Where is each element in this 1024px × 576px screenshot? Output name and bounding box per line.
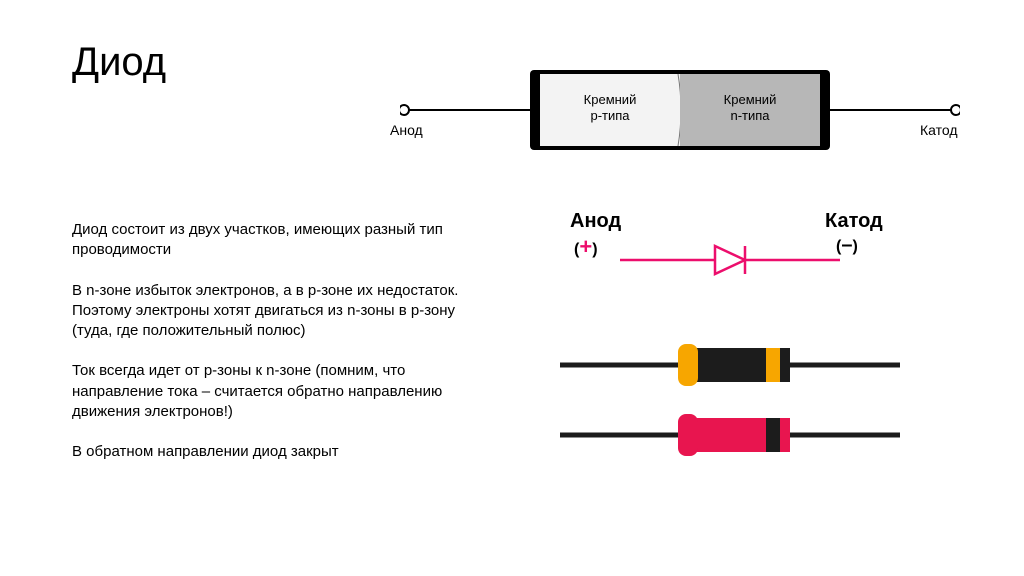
- symbol-cathode-label: Катод: [825, 210, 883, 233]
- symbol-triangle: [715, 246, 745, 274]
- n-region-label-1: Кремний: [724, 92, 777, 107]
- pd2-cap: [678, 414, 698, 456]
- physical-diode-1-svg: [560, 340, 900, 390]
- paragraph-1: Диод состоит из двух участков, имеющих р…: [72, 220, 482, 261]
- physical-diode-2-svg: [560, 410, 900, 460]
- symbol-anode-label: Анод: [570, 210, 621, 233]
- terminal-anode: [400, 105, 409, 115]
- anode-label: Анод: [390, 122, 423, 138]
- physical-diode-2: [560, 410, 900, 460]
- pd1-cap: [678, 344, 698, 386]
- schematic-symbol-area: Анод Катод (+) (–): [550, 210, 910, 290]
- structural-diagram: Кремний p-типа Кремний n-типа Анод Катод: [400, 60, 960, 180]
- page-title: Диод: [72, 40, 166, 85]
- terminal-cathode: [951, 105, 960, 115]
- paragraph-3: Ток всегда идет от p-зоны к n-зоне (помн…: [72, 361, 482, 422]
- paragraph-2: В n-зоне избыток электронов, а в p-зоне …: [72, 281, 482, 342]
- diode-symbol-svg: [550, 240, 910, 280]
- description-text: Диод состоит из двух участков, имеющих р…: [72, 220, 482, 482]
- n-region-label-2: n-типа: [730, 108, 770, 123]
- p-region-label-1: Кремний: [584, 92, 637, 107]
- cathode-label: Катод: [920, 122, 958, 138]
- paragraph-4: В обратном направлении диод закрыт: [72, 442, 482, 462]
- physical-diode-1: [560, 340, 900, 390]
- p-region-label-2: p-типа: [590, 108, 630, 123]
- structural-svg: Кремний p-типа Кремний n-типа: [400, 60, 960, 180]
- pd2-band: [766, 418, 780, 452]
- pd1-band: [766, 348, 780, 382]
